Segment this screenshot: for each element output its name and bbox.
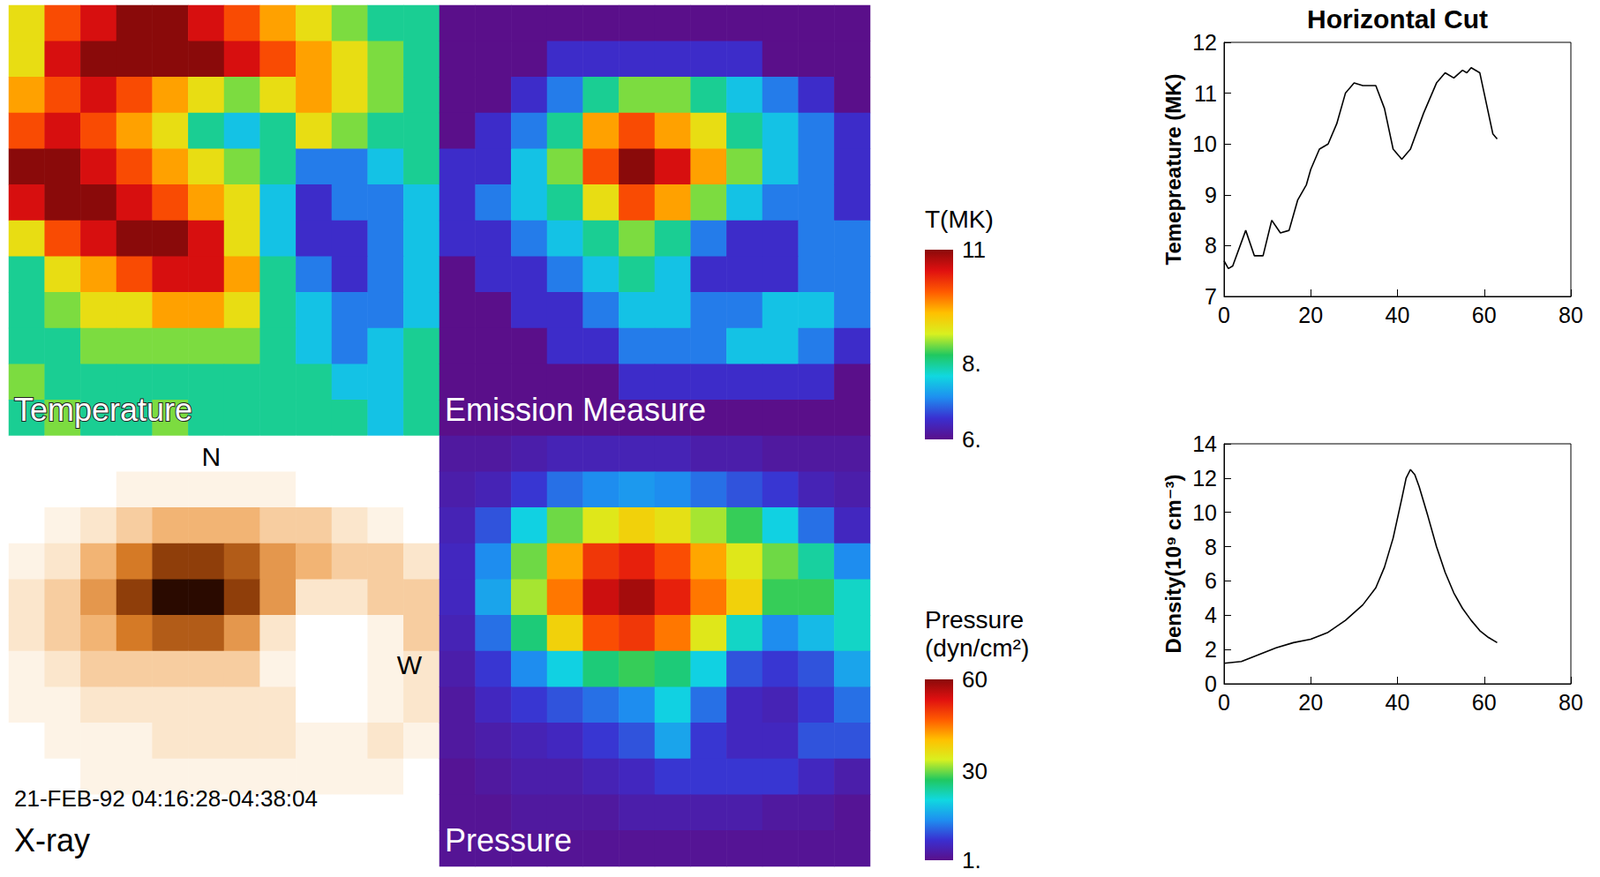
svg-text:10: 10 <box>1192 500 1217 526</box>
svg-text:6.: 6. <box>961 426 982 453</box>
svg-text:40: 40 <box>1385 690 1411 715</box>
svg-text:Temperature: Temperature <box>14 391 193 429</box>
svg-text:0: 0 <box>1217 690 1231 715</box>
svg-text:60: 60 <box>1472 690 1497 715</box>
svg-text:T(MK): T(MK) <box>924 205 994 233</box>
svg-text:8: 8 <box>1204 534 1217 560</box>
svg-text:30: 30 <box>961 758 988 785</box>
svg-text:Emission Measure: Emission Measure <box>444 391 707 429</box>
svg-text:8.: 8. <box>961 350 982 377</box>
svg-text:10: 10 <box>1192 131 1217 157</box>
svg-text:80: 80 <box>1558 302 1584 328</box>
svg-text:0: 0 <box>1217 302 1231 328</box>
svg-text:4: 4 <box>1204 602 1217 628</box>
svg-text:9: 9 <box>1204 182 1217 208</box>
svg-text:40: 40 <box>1385 302 1411 328</box>
svg-text:20: 20 <box>1298 302 1323 328</box>
svg-text:21-FEB-92 04:16:28-04:38:04: 21-FEB-92 04:16:28-04:38:04 <box>14 785 318 812</box>
svg-text:1.: 1. <box>961 847 982 874</box>
svg-text:11: 11 <box>961 236 986 263</box>
svg-text:60: 60 <box>1472 302 1497 328</box>
svg-text:60: 60 <box>961 666 988 693</box>
svg-text:11: 11 <box>1194 81 1217 106</box>
svg-text:2: 2 <box>1204 637 1217 662</box>
svg-text:6: 6 <box>1204 568 1217 594</box>
svg-text:0: 0 <box>1204 671 1217 697</box>
svg-text:Density(10⁹ cm⁻³): Density(10⁹ cm⁻³) <box>1161 474 1186 654</box>
svg-text:Pressure: Pressure <box>924 606 1024 634</box>
svg-text:80: 80 <box>1558 690 1584 715</box>
svg-text:12: 12 <box>1192 30 1217 55</box>
svg-text:N: N <box>202 442 222 472</box>
svg-text:8: 8 <box>1204 232 1217 258</box>
svg-text:W: W <box>397 650 423 680</box>
svg-text:7: 7 <box>1204 284 1217 309</box>
svg-text:X-ray: X-ray <box>14 822 91 859</box>
svg-text:(dyn/cm²): (dyn/cm²) <box>924 634 1030 662</box>
svg-text:14: 14 <box>1192 431 1217 457</box>
svg-text:Temepreature (MK): Temepreature (MK) <box>1161 74 1186 266</box>
svg-text:20: 20 <box>1298 690 1323 715</box>
svg-text:Horizontal Cut: Horizontal Cut <box>1307 4 1488 34</box>
svg-text:12: 12 <box>1192 465 1217 491</box>
svg-text:Pressure: Pressure <box>444 822 572 859</box>
